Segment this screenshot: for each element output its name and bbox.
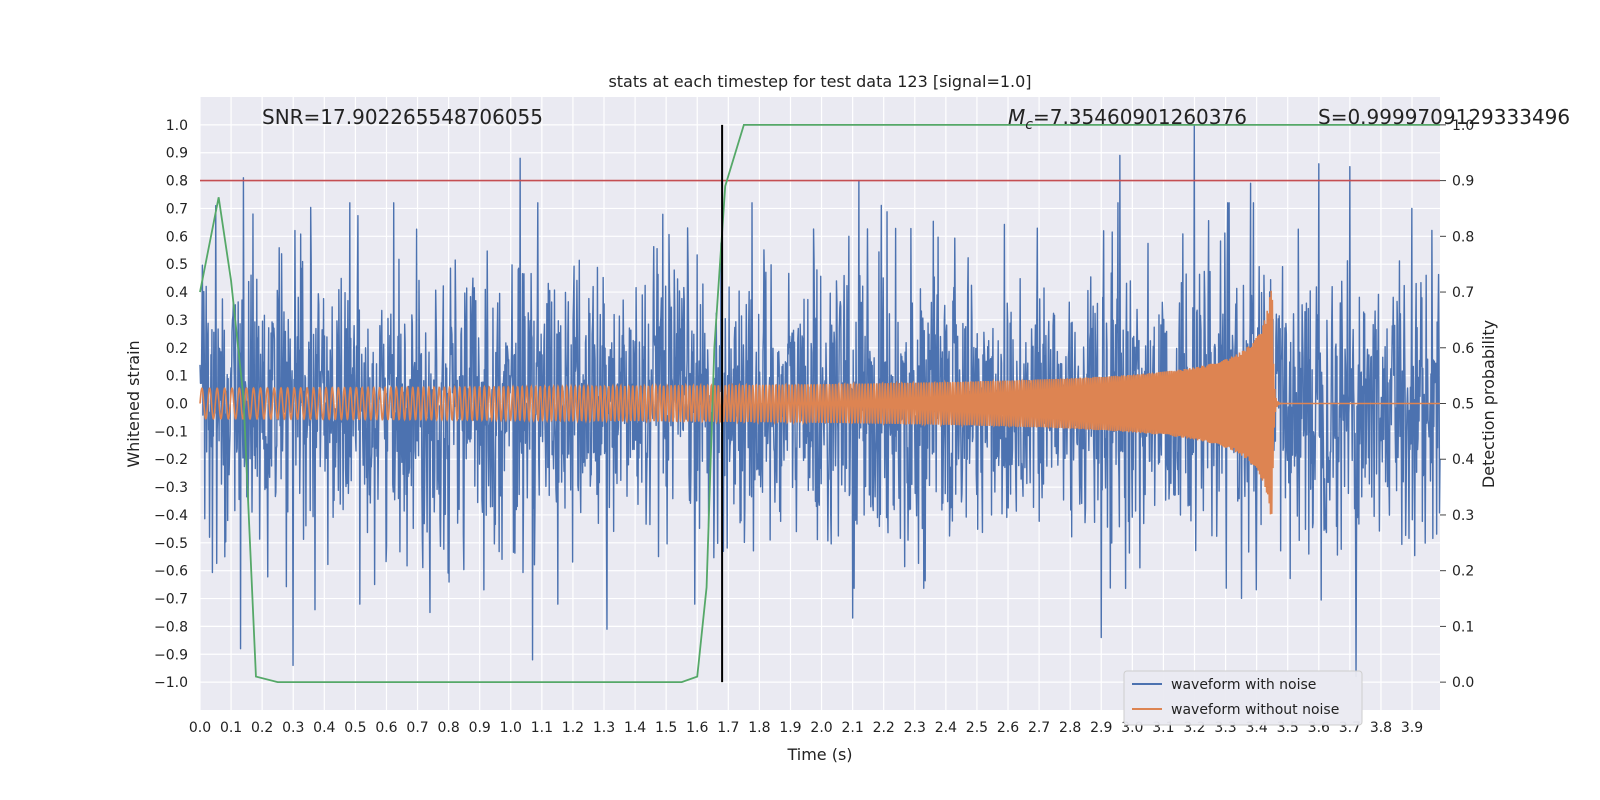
overlay-layer	[199, 123, 1440, 684]
x-tick-label: 1.1	[531, 720, 553, 736]
x-tick-label: 2.3	[904, 720, 926, 736]
legend-box	[1123, 670, 1363, 726]
y-tick-label: 0.7	[166, 201, 188, 217]
y2-tick-label: 1.0	[1452, 118, 1474, 134]
x-tick-label: 3.9	[1401, 720, 1423, 736]
x-tick-label: 1.5	[655, 720, 677, 736]
y2-tick-label: 0.8	[1452, 229, 1474, 245]
y-tick-label: −1.0	[154, 675, 188, 691]
y-tick-label: −0.6	[154, 564, 188, 580]
mc-subscript: c	[1025, 117, 1033, 133]
x-tick-label: 0.5	[344, 720, 366, 736]
legend: waveform with noise waveform without noi…	[1123, 670, 1363, 726]
snr-annotation: SNR=17.902265548706055	[262, 105, 543, 129]
legend-label-noise: waveform with noise	[1171, 677, 1316, 693]
y-tick-label: −0.9	[154, 647, 188, 663]
y-tick-label: 0.2	[166, 341, 188, 357]
x-tick-label: 0.9	[469, 720, 491, 736]
mc-symbol: M	[1008, 105, 1025, 129]
chart-title: stats at each timestep for test data 123…	[608, 72, 1031, 91]
mc-value: =7.35460901260376	[1033, 105, 1247, 129]
x-tick-label: 3.8	[1370, 720, 1392, 736]
y-tick-label: −0.8	[154, 619, 188, 635]
x-tick-label: 1.8	[748, 720, 770, 736]
y2-axis-label: Detection probability	[1479, 320, 1498, 488]
y-tick-label: 0.1	[166, 369, 188, 385]
x-axis-label: Time (s)	[786, 745, 852, 764]
y-tick-label: −0.5	[154, 536, 188, 552]
y-tick-label: −0.3	[154, 480, 188, 496]
x-tick-label: 1.6	[686, 720, 708, 736]
mc-annotation: Mc=7.35460901260376	[1008, 105, 1247, 133]
series-waveform-without-noise	[199, 290, 1440, 515]
x-tick-label: 1.3	[593, 720, 615, 736]
x-tick-label: 0.1	[220, 720, 242, 736]
y-tick-label: 0.8	[166, 174, 188, 190]
x-tick-label: 2.1	[841, 720, 863, 736]
x-tick-label: 2.9	[1090, 720, 1112, 736]
y-tick-label: −0.2	[154, 452, 188, 468]
s-annotation: S=0.9999709129333496	[1318, 105, 1570, 129]
y-tick-label: 0.0	[166, 397, 188, 413]
y-tick-label: 0.3	[166, 313, 188, 329]
series-detection-probability	[199, 123, 1440, 684]
y-tick-label: 0.9	[166, 146, 188, 162]
x-tick-label: 0.6	[375, 720, 397, 736]
x-tick-label: 2.5	[966, 720, 988, 736]
x-tick-label: 2.2	[873, 720, 895, 736]
y-tick-label: 0.6	[166, 229, 188, 245]
y-tick-label: 0.4	[166, 285, 188, 301]
x-tick-label: 0.0	[189, 720, 211, 736]
y2-tick-label: 0.7	[1452, 285, 1474, 301]
y-tick-label: −0.4	[154, 508, 188, 524]
y2-tick-label: 0.0	[1452, 675, 1474, 691]
x-tick-label: 2.6	[997, 720, 1019, 736]
y2-tick-label: 0.4	[1452, 452, 1474, 468]
x-tick-label: 0.7	[406, 720, 428, 736]
y-axis-label: Whitened strain	[124, 340, 143, 467]
x-tick-label: 2.7	[1028, 720, 1050, 736]
x-tick-label: 2.0	[810, 720, 832, 736]
x-tick-label: 0.2	[251, 720, 273, 736]
x-tick-label: 0.4	[313, 720, 335, 736]
y2-tick-label: 0.2	[1452, 564, 1474, 580]
x-tick-label: 0.8	[437, 720, 459, 736]
x-tick-label: 1.9	[779, 720, 801, 736]
y2-tick-label: 0.1	[1452, 619, 1474, 635]
y-tick-label: −0.1	[154, 424, 188, 440]
x-tick-label: 2.8	[1059, 720, 1081, 736]
x-tick-label: 0.3	[282, 720, 304, 736]
x-tick-label: 1.0	[500, 720, 522, 736]
y-tick-label: 0.5	[166, 257, 188, 273]
y2-tick-label: 0.9	[1452, 174, 1474, 190]
y2-tick-label: 0.5	[1452, 397, 1474, 413]
y-tick-label: −0.7	[154, 592, 188, 608]
x-tick-label: 1.2	[562, 720, 584, 736]
x-tick-label: 1.7	[717, 720, 739, 736]
x-tick-label: 2.4	[935, 720, 957, 736]
x-tick-label: 1.4	[624, 720, 646, 736]
series-layer	[199, 124, 1441, 678]
legend-label-clean: waveform without noise	[1171, 702, 1339, 718]
y2-tick-label: 0.3	[1452, 508, 1474, 524]
y2-tick-label: 0.6	[1452, 341, 1474, 357]
y-tick-label: 1.0	[166, 118, 188, 134]
